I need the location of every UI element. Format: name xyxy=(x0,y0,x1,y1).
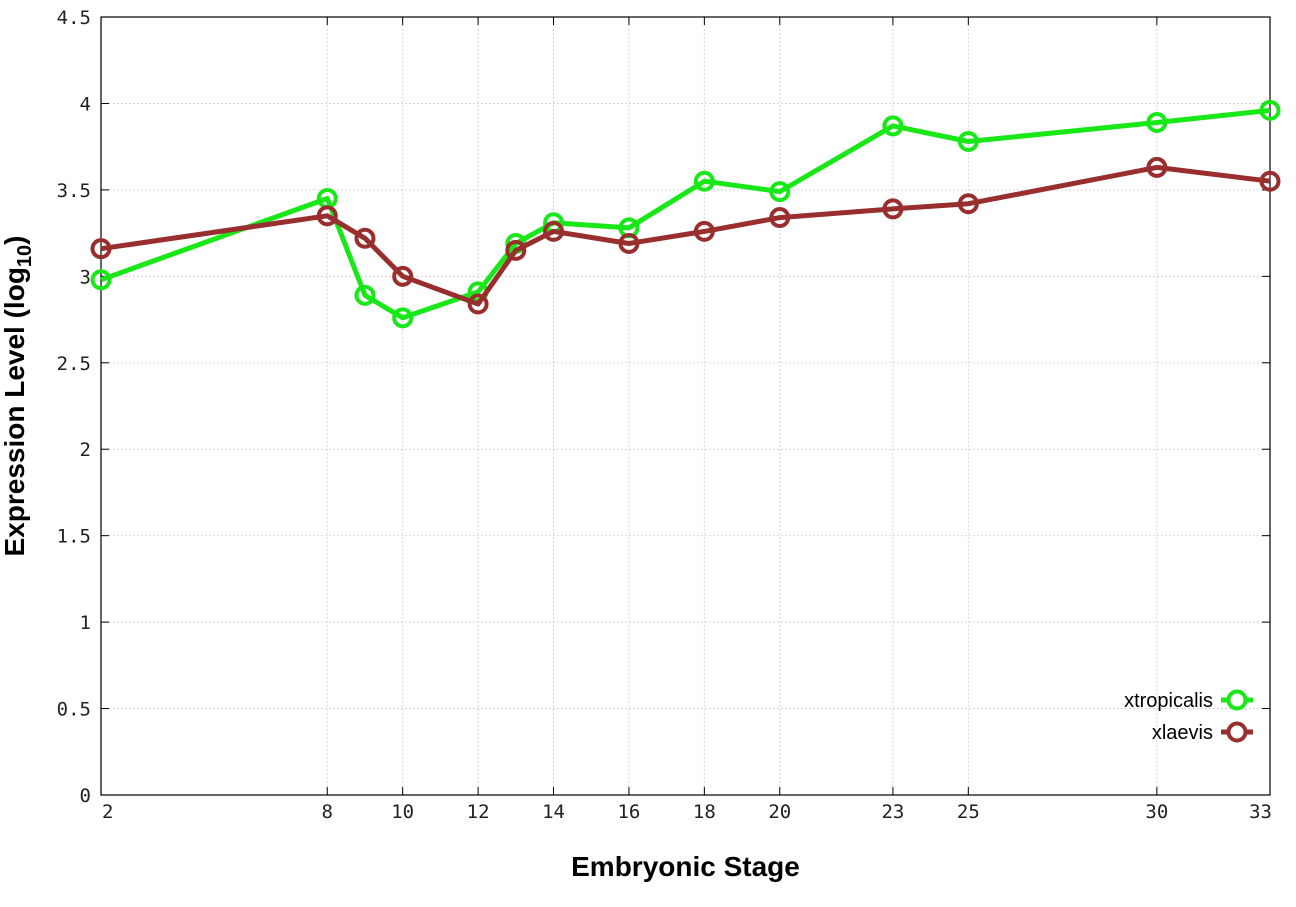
y-axis-title-close: ) xyxy=(0,236,30,245)
data-point-xtropicalis xyxy=(693,170,715,192)
x-tick-label: 2 xyxy=(102,801,113,823)
data-point-xlaevis xyxy=(882,198,904,220)
x-tick-label: 18 xyxy=(693,801,716,823)
data-point-xtropicalis xyxy=(354,284,376,306)
y-axis-title: Expression Level (log10) xyxy=(0,236,36,557)
x-tick-label: 30 xyxy=(1145,801,1168,823)
x-tick-label: 12 xyxy=(467,801,490,823)
data-point-xtropicalis xyxy=(1146,111,1168,133)
data-point-xtropicalis xyxy=(882,115,904,137)
y-tick-label: 3 xyxy=(80,266,91,288)
plot-frame xyxy=(100,16,1271,796)
y-tick-label: 1 xyxy=(80,612,91,634)
x-tick-label: 23 xyxy=(881,801,904,823)
data-point-xlaevis xyxy=(618,232,640,254)
x-tick-label: 14 xyxy=(542,801,565,823)
data-point-xlaevis xyxy=(769,207,791,229)
legend: xtropicalis xlaevis xyxy=(1124,689,1253,744)
y-axis-title-main: Expression Level (log xyxy=(0,267,30,556)
data-point-xlaevis xyxy=(392,265,414,287)
x-tick-label: 10 xyxy=(391,801,414,823)
y-tick-label: 4 xyxy=(80,93,91,115)
data-point-xlaevis xyxy=(1146,156,1168,178)
series-line-xlaevis xyxy=(100,164,1271,307)
y-axis-title-subscript: 10 xyxy=(14,245,36,267)
x-axis-title: Embryonic Stage xyxy=(571,851,800,882)
data-point-xlaevis xyxy=(354,227,376,249)
data-point-xtropicalis xyxy=(90,269,112,291)
x-tick-label: 20 xyxy=(768,801,791,823)
grid-lines xyxy=(101,17,1270,795)
data-point-xlaevis xyxy=(543,220,565,242)
x-tick-label: 16 xyxy=(617,801,640,823)
series-line-xtropicalis xyxy=(100,107,1271,321)
data-point-xlaevis xyxy=(316,205,338,227)
data-point-xtropicalis xyxy=(392,307,414,329)
data-point-xlaevis xyxy=(467,293,489,315)
data-point-xlaevis xyxy=(957,193,979,215)
y-tick-label: 0 xyxy=(80,785,91,807)
data-point-xlaevis xyxy=(693,220,715,242)
y-tick-label: 2.5 xyxy=(57,353,91,375)
y-tick-label: 0.5 xyxy=(57,699,91,721)
y-tick-label: 4.5 xyxy=(57,7,91,29)
legend-label-xtropicalis: xtropicalis xyxy=(1124,690,1213,712)
data-point-xtropicalis xyxy=(957,130,979,152)
series-xtropicalis xyxy=(90,99,1281,329)
series-layer xyxy=(90,99,1281,329)
y-tick-label: 2 xyxy=(80,439,91,461)
legend-marker-xlaevis xyxy=(1226,721,1248,743)
data-point-xlaevis xyxy=(505,239,527,261)
series-xlaevis xyxy=(90,156,1281,315)
legend-label-xlaevis: xlaevis xyxy=(1152,722,1213,744)
x-tick-label: 8 xyxy=(322,801,333,823)
x-tick-label: 25 xyxy=(957,801,980,823)
data-point-xlaevis xyxy=(90,238,112,260)
data-point-xtropicalis xyxy=(769,181,791,203)
legend-marker-xtropicalis xyxy=(1226,689,1248,711)
data-point-xlaevis xyxy=(1259,170,1281,192)
data-point-xtropicalis xyxy=(1259,99,1281,121)
y-tick-label: 1.5 xyxy=(57,526,91,548)
y-tick-label: 3.5 xyxy=(57,180,91,202)
x-tick-label: 33 xyxy=(1249,801,1272,823)
axis-ticks: 0 0.5 1 1.5 2 2.5 3 3.5 4 4.5 2 8 10 12 14 16 18 20 23 25 30… xyxy=(57,7,1272,823)
